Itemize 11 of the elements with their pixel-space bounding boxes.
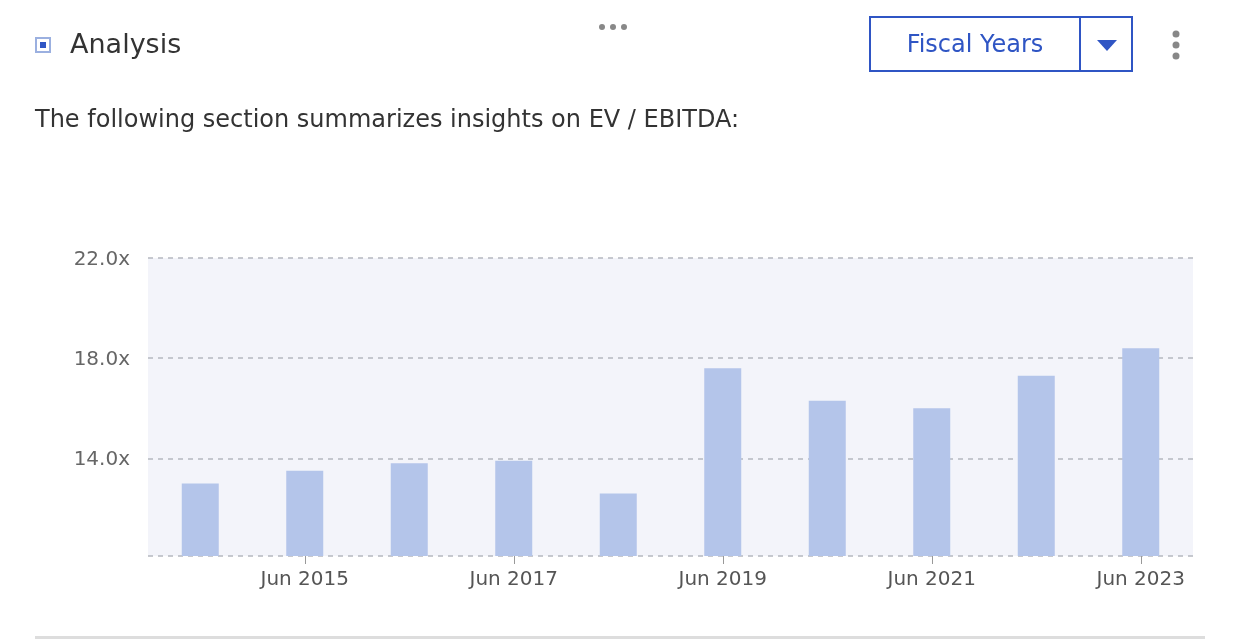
y-tick-label: 14.0x <box>73 446 131 471</box>
chart-title: Analysis <box>70 28 182 59</box>
chart-subtitle: The following section summarizes insights on EV / EBITDA: <box>35 104 741 135</box>
x-tick-label: Jun 2023 <box>1094 566 1186 590</box>
x-tick-label: Jun 2021 <box>885 566 977 590</box>
x-tick-label: Jun 2017 <box>467 566 559 590</box>
x-tick-label: Jun 2015 <box>258 566 350 590</box>
y-tick-label: 18.0x <box>73 346 131 371</box>
text: Fiscal Years <box>905 30 1045 58</box>
y-tick-label: 22.0x <box>73 246 131 270</box>
x-tick-label: Jun 2019 <box>676 566 768 590</box>
